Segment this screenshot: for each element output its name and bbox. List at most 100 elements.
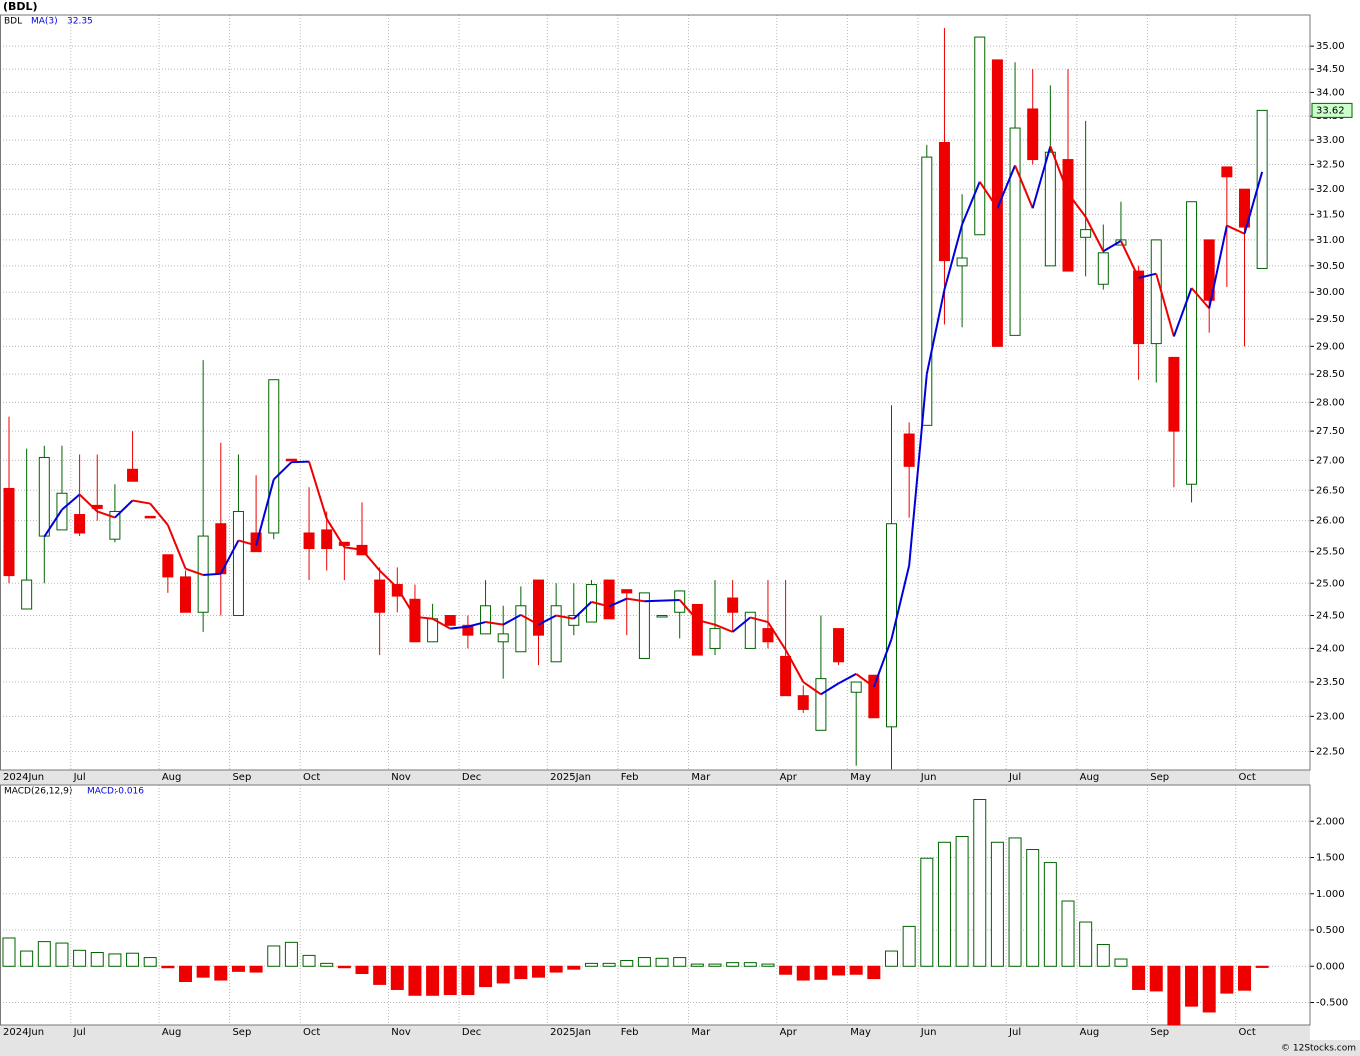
y-tick-label: 1.500 [1316,853,1345,864]
candle-body [780,655,792,697]
candle-body [797,695,809,710]
candle-body [1044,151,1056,267]
macd-bar [161,965,175,969]
ma-segment [1031,146,1052,209]
candle-body [1027,108,1039,161]
legend-ma: MA(3) [31,17,58,27]
y-tick-label: 26.00 [1316,516,1345,527]
x-tick-label: Sep [1150,1027,1169,1038]
ma-segment [325,518,346,548]
y-tick-label: 33.00 [1316,135,1345,146]
ma-segment [520,613,539,626]
candle-body [868,674,880,719]
ma-segment [1067,192,1087,218]
macd-bar [373,965,387,985]
macd-bar [602,962,616,967]
candle-body [921,156,933,426]
y-tick-label: 29.00 [1316,341,1345,352]
ma-segment [1049,146,1069,194]
candle-body [550,605,562,663]
macd-bar [390,965,404,990]
macd-bar [302,954,316,967]
macd-bar [479,965,493,988]
candle-body [268,379,280,534]
macd-bar [337,965,351,969]
macd-bar [937,841,951,967]
candle-body [691,603,703,656]
ma-segment [166,524,187,570]
macd-bar [796,965,810,981]
y-tick-label: 2.000 [1316,816,1345,827]
candle-body [74,514,86,534]
candle-body [533,579,544,636]
macd-title: MACD(26,12,9) [4,787,72,797]
ma-segment [573,601,593,620]
candle-body [1203,239,1215,301]
ma-segment [149,502,169,526]
candle-body [321,529,333,550]
x-tick-label: Mar [691,772,711,783]
macd-bar [584,962,598,967]
x-tick-label: Oct [1239,772,1256,783]
macd-bar [1079,921,1093,967]
ma-segment [132,499,151,505]
ma-segment [114,499,134,519]
candle-body [374,579,386,613]
macd-bar [267,945,281,967]
macd-bar [355,965,369,975]
macd-bar [973,799,987,967]
ma-segment [961,181,981,225]
ma-segment [714,623,734,633]
ma-segment [238,539,257,547]
macd-bar [743,962,757,967]
x-tick-label: Feb [621,1027,639,1038]
y-tick-label: 31.50 [1316,209,1345,220]
candle-body [991,59,1003,347]
macd-bar [249,965,263,973]
ma-segment [1014,165,1034,209]
ma-segment [1084,216,1105,252]
y-tick-label: 28.00 [1316,397,1345,408]
candle-body [603,579,615,620]
y-tick-label: 0.000 [1316,961,1345,972]
y-tick-label: -0.500 [1316,998,1348,1009]
date-strip [0,1025,1310,1040]
ma-segment [1208,225,1228,309]
macd-bar [1220,965,1234,994]
ma-segment [662,598,680,602]
y-tick-label: 31.00 [1316,235,1345,246]
panel-border [0,14,1311,771]
x-tick-label: Aug [1080,772,1100,783]
ma-segment [732,616,751,633]
y-tick-label: 34.00 [1316,87,1345,98]
macd-bar [832,965,846,976]
ma-segment [467,621,486,628]
y-tick-label: 23.00 [1316,711,1345,722]
x-tick-label: Sep [232,772,251,783]
macd-bar [143,957,157,967]
macd-bar [284,941,298,967]
x-tick-label: 2025Jan [550,772,591,783]
candle-body [938,142,950,262]
ma-segment [767,621,787,651]
candle-body [1097,252,1109,285]
macd-bar [567,965,581,970]
macd-bar [637,957,651,967]
macd-bar [320,962,334,967]
x-tick-label: Oct [1239,1027,1256,1038]
panel-border [0,784,1311,1026]
candle-body [850,681,862,693]
macd-bar [1061,900,1075,967]
ma-segment [96,510,116,519]
macd-bar [761,963,775,967]
macd-bar [849,965,863,975]
macd-bar [1255,965,1269,968]
candle-body [886,523,897,728]
macd-bar [55,942,69,967]
candle-body [621,589,633,594]
x-tick-label: Oct [303,1027,320,1038]
x-tick-label: May [850,1027,871,1038]
candle-body [903,433,915,467]
candle-body [3,487,15,577]
candle-body [1062,159,1074,272]
